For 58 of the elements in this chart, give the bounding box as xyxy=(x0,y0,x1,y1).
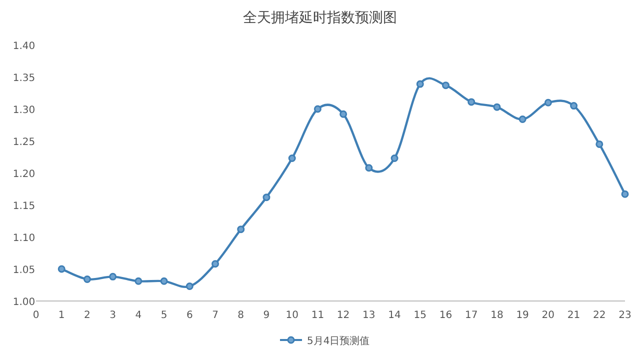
x-tick-label: 19 xyxy=(516,310,529,321)
point xyxy=(390,154,398,162)
y-tick-label: 1.35 xyxy=(12,73,36,84)
point xyxy=(83,275,91,283)
point xyxy=(518,115,526,123)
x-tick-label: 4 xyxy=(135,310,142,321)
point xyxy=(340,110,348,118)
point xyxy=(262,194,270,202)
point xyxy=(237,226,245,234)
y-tick-label: 1.15 xyxy=(12,201,36,212)
point xyxy=(288,154,296,162)
point xyxy=(134,277,142,285)
x-tick-label: 10 xyxy=(286,310,298,321)
point xyxy=(493,103,501,111)
x-tick-label: 0 xyxy=(32,310,40,321)
point xyxy=(212,260,220,268)
x-tick-label: 13 xyxy=(362,310,376,321)
x-tick-label: 20 xyxy=(542,310,555,321)
x-tick-label: 3 xyxy=(110,310,116,321)
point xyxy=(596,140,604,148)
point xyxy=(468,98,476,106)
y-tick-label: 1.25 xyxy=(12,137,36,148)
x-tick-label: 1 xyxy=(58,310,65,321)
x-tick-label: 7 xyxy=(212,310,218,321)
point xyxy=(570,102,578,110)
point xyxy=(442,82,450,90)
point xyxy=(109,272,117,280)
x-tick-label: 14 xyxy=(388,310,401,321)
x-tick-label: 11 xyxy=(311,310,324,321)
point xyxy=(314,105,322,113)
y-tick-label: 1.00 xyxy=(12,297,36,308)
point xyxy=(621,190,629,198)
legend-label: 5月4日预测值 xyxy=(307,335,370,347)
point xyxy=(544,98,552,106)
point xyxy=(58,265,66,273)
x-tick-label: 22 xyxy=(593,310,606,321)
y-tick-label: 1.20 xyxy=(12,169,36,180)
chart-title: 全天拥堵延时指数预测图 xyxy=(243,10,397,26)
point xyxy=(416,80,424,88)
x-tick-label: 17 xyxy=(464,310,478,321)
x-tick-label: 18 xyxy=(490,310,504,321)
x-tick-label: 6 xyxy=(186,310,193,321)
y-tick-label: 1.40 xyxy=(12,41,36,52)
point xyxy=(365,164,373,172)
x-tick-label: 23 xyxy=(618,310,632,321)
x-tick-label: 15 xyxy=(414,310,426,321)
x-tick-label: 9 xyxy=(263,310,270,321)
y-tick-label: 1.10 xyxy=(12,233,36,244)
point xyxy=(160,277,168,285)
x-tick-label: 21 xyxy=(567,310,580,321)
x-tick-label: 5 xyxy=(160,310,168,321)
x-tick-label: 12 xyxy=(336,310,350,321)
y-tick-label: 1.30 xyxy=(12,105,36,116)
x-tick-label: 8 xyxy=(238,310,244,321)
point xyxy=(186,282,194,290)
y-tick-label: 1.05 xyxy=(12,265,36,276)
x-tick-label: 16 xyxy=(439,310,452,321)
x-tick-label: 2 xyxy=(84,310,90,321)
